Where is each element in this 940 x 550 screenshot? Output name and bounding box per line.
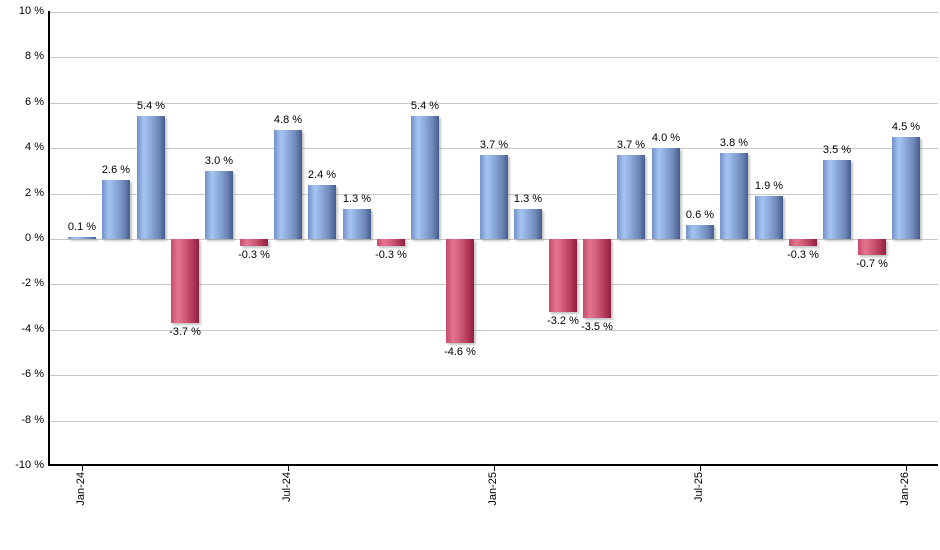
bar-negative xyxy=(377,239,405,246)
bar-positive xyxy=(68,237,96,239)
x-axis-tick xyxy=(906,466,907,471)
y-axis-label: 4 % xyxy=(25,141,44,153)
gridline xyxy=(50,57,938,58)
bar-value-label: 2.6 % xyxy=(101,164,131,176)
x-axis-label: Jan-25 xyxy=(487,472,499,506)
bar-value-label: 1.9 % xyxy=(754,180,784,192)
bar-value-label: 3.7 % xyxy=(616,139,646,151)
x-axis-tick xyxy=(82,466,83,471)
bar-value-label: 3.5 % xyxy=(822,144,852,156)
y-axis-label: -8 % xyxy=(21,414,44,426)
gridline xyxy=(50,12,938,13)
bar-value-label: 1.3 % xyxy=(513,193,543,205)
bar-positive xyxy=(102,180,130,239)
bar-positive xyxy=(823,160,851,239)
y-axis-label: 10 % xyxy=(18,5,44,17)
y-axis-label: 8 % xyxy=(25,50,44,62)
bar-value-label: 3.8 % xyxy=(719,137,749,149)
bar-value-label: -3.2 % xyxy=(547,315,579,327)
bar-positive xyxy=(892,137,920,239)
x-axis-label: Jan-26 xyxy=(899,472,911,506)
bar-value-label: 5.4 % xyxy=(410,100,440,112)
bar-value-label: -0.3 % xyxy=(787,249,819,261)
bar-negative xyxy=(583,239,611,318)
bar-negative xyxy=(549,239,577,312)
x-axis-label: Jul-25 xyxy=(693,472,705,502)
bar-positive xyxy=(617,155,645,239)
bar-positive xyxy=(720,153,748,239)
y-axis-label: -2 % xyxy=(21,277,44,289)
bar-value-label: -3.7 % xyxy=(169,326,201,338)
bar-value-label: 4.8 % xyxy=(273,114,303,126)
y-axis-label: 6 % xyxy=(25,96,44,108)
bar-value-label: 0.1 % xyxy=(67,221,97,233)
y-axis-label: -10 % xyxy=(15,459,44,471)
bar-positive xyxy=(652,148,680,239)
bar-value-label: -4.6 % xyxy=(444,346,476,358)
bar-positive xyxy=(755,196,783,239)
gridline xyxy=(50,330,938,331)
bar-positive xyxy=(205,171,233,239)
bar-value-label: 3.7 % xyxy=(479,139,509,151)
bar-value-label: -0.3 % xyxy=(238,249,270,261)
gridline xyxy=(50,148,938,149)
bar-positive xyxy=(274,130,302,239)
y-axis-label: -6 % xyxy=(21,368,44,380)
gridline xyxy=(50,284,938,285)
bar-value-label: 2.4 % xyxy=(307,169,337,181)
bar-value-label: -0.7 % xyxy=(856,258,888,270)
bar-positive xyxy=(686,225,714,239)
bar-value-label: -0.3 % xyxy=(375,249,407,261)
bar-value-label: 3.0 % xyxy=(204,155,234,167)
bar-value-label: 5.4 % xyxy=(136,100,166,112)
bar-positive xyxy=(514,209,542,239)
x-axis-label: Jan-24 xyxy=(75,472,87,506)
bar-value-label: 0.6 % xyxy=(685,209,715,221)
x-axis-tick xyxy=(288,466,289,471)
bar-value-label: 4.0 % xyxy=(651,132,681,144)
bar-positive xyxy=(411,116,439,239)
bar-negative xyxy=(240,239,268,246)
bar-value-label: 1.3 % xyxy=(342,193,372,205)
bar-positive xyxy=(343,209,371,239)
bar-positive xyxy=(308,185,336,239)
bar-value-label: 4.5 % xyxy=(891,121,921,133)
x-axis-label: Jul-24 xyxy=(281,472,293,502)
gridline xyxy=(50,239,938,240)
y-axis-label: -4 % xyxy=(21,323,44,335)
y-axis-label: 0 % xyxy=(25,232,44,244)
bar-positive xyxy=(137,116,165,239)
bar-positive xyxy=(480,155,508,239)
bar-negative xyxy=(858,239,886,255)
bar-negative xyxy=(789,239,817,246)
bar-negative xyxy=(446,239,474,343)
gridline xyxy=(50,375,938,376)
gridline xyxy=(50,103,938,104)
gridline xyxy=(50,421,938,422)
x-axis-tick xyxy=(494,466,495,471)
bar-negative xyxy=(171,239,199,323)
y-axis-label: 2 % xyxy=(25,187,44,199)
bar-value-label: -3.5 % xyxy=(581,321,613,333)
x-axis-tick xyxy=(700,466,701,471)
